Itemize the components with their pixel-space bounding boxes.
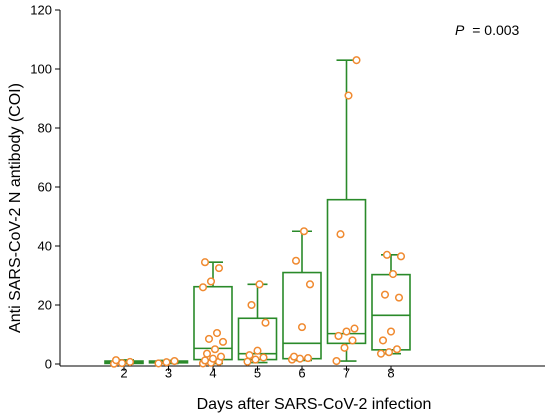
data-point: [251, 355, 260, 364]
data-point: [214, 264, 224, 273]
data-point: [344, 91, 353, 100]
x-tick-label: 6: [298, 366, 305, 381]
x-tick-label: 7: [343, 366, 350, 381]
p-value-symbol: P: [455, 22, 465, 38]
y-tick-label: 100: [30, 62, 52, 77]
data-point: [382, 250, 392, 259]
data-point: [386, 327, 396, 336]
y-tick-label: 120: [30, 3, 52, 18]
data-point: [261, 318, 270, 327]
p-value-annotation: P = 0.003: [455, 22, 520, 38]
data-point: [216, 352, 226, 361]
data-point: [255, 280, 264, 289]
x-axis-title: Days after SARS-CoV-2 infection: [197, 396, 432, 413]
data-point: [200, 356, 210, 365]
box-day-7: [326, 59, 367, 362]
data-point: [336, 230, 345, 239]
data-point: [332, 357, 341, 366]
data-point: [394, 293, 404, 302]
y-tick-label: 0: [45, 357, 52, 372]
data-point: [170, 357, 179, 366]
data-point: [350, 324, 359, 333]
data-point: [289, 352, 299, 361]
data-point: [291, 256, 301, 265]
data-point: [340, 343, 349, 352]
data-point: [303, 354, 313, 363]
x-tick-label: 4: [209, 366, 216, 381]
iqr-box: [282, 271, 322, 360]
data-point: [392, 345, 402, 354]
y-tick-label: 40: [38, 239, 52, 254]
data-points: [109, 56, 406, 368]
data-point: [204, 334, 214, 343]
data-point: [259, 353, 268, 362]
data-point: [388, 269, 398, 279]
data-point: [125, 357, 135, 366]
data-point: [243, 357, 252, 366]
y-tick-label: 60: [38, 180, 52, 195]
data-point: [218, 337, 228, 346]
data-point: [380, 290, 390, 299]
data-point: [200, 258, 210, 267]
data-point: [212, 328, 222, 338]
data-point: [111, 356, 121, 365]
data-point: [206, 277, 216, 286]
data-point: [202, 349, 212, 358]
data-point: [154, 359, 163, 368]
data-point: [162, 358, 171, 367]
data-point: [299, 227, 309, 236]
data-point: [396, 252, 406, 261]
data-point: [297, 323, 307, 332]
x-tick-label: 2: [120, 366, 127, 381]
x-tick-label: 8: [387, 366, 394, 381]
data-point: [384, 348, 394, 357]
data-point: [376, 349, 386, 358]
data-point: [348, 336, 357, 345]
data-point: [334, 331, 343, 341]
data-point: [352, 56, 361, 65]
data-point: [247, 300, 256, 310]
x-tick-label: 3: [165, 366, 172, 381]
boxes: [104, 59, 411, 365]
y-tick-label: 80: [38, 121, 52, 136]
data-point: [198, 283, 208, 292]
p-value-text: = 0.003: [472, 22, 519, 38]
box-day-8: [371, 254, 411, 355]
x-tick-label: 5: [254, 366, 261, 381]
box-day-6: [282, 230, 322, 362]
data-point: [305, 280, 315, 289]
data-point: [378, 336, 388, 345]
data-point: [245, 351, 254, 360]
data-point: [253, 346, 262, 355]
iqr-box: [326, 198, 367, 345]
y-axis-title: Anti SARS-CoV-2 N antibody (COI): [7, 83, 24, 333]
y-tick-label: 20: [38, 298, 52, 313]
data-point: [208, 354, 218, 363]
data-point: [342, 327, 351, 336]
data-point: [210, 345, 220, 354]
iqr-box: [371, 273, 411, 351]
axes: 0 20 40 60 80 100 120 2 3 4 5 6 7 8: [30, 3, 545, 381]
